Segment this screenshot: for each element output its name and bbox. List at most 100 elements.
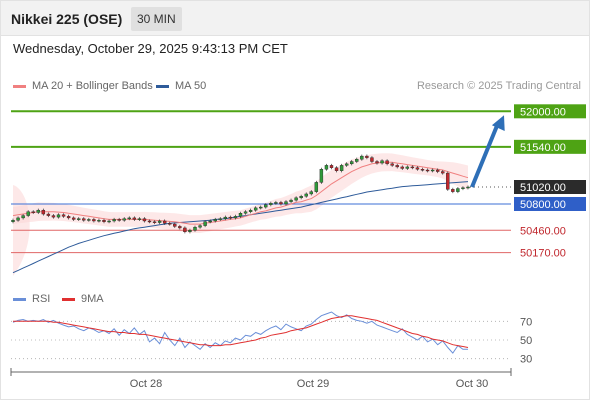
candle-body [425, 169, 430, 172]
candle-body [107, 220, 111, 223]
candle-body [319, 169, 324, 183]
candle [11, 218, 15, 224]
level-label: 50170.00 [520, 248, 566, 260]
candle-body [213, 219, 217, 222]
candle [274, 200, 278, 205]
ma20-swatch [13, 84, 26, 88]
candle [248, 208, 253, 214]
candle-body [350, 161, 354, 165]
candle-body [284, 201, 288, 205]
level-label-bg [514, 139, 586, 154]
candle [21, 214, 25, 220]
legend-rsi: RSI [13, 293, 50, 305]
research-credit: Research © 2025 Trading Central [416, 80, 581, 92]
candle-body [243, 211, 248, 214]
rsi-tick-label: 70 [520, 316, 532, 328]
candle-body [380, 160, 384, 164]
ma50-swatch [156, 84, 169, 88]
candle-body [218, 218, 222, 220]
candle-body [339, 165, 344, 171]
candle [400, 165, 404, 171]
candle-body [168, 223, 172, 225]
candle [390, 162, 394, 167]
candle [259, 205, 263, 210]
candle [309, 190, 313, 196]
candle-body [223, 216, 228, 219]
candle-body [51, 215, 56, 218]
candle-body [87, 219, 91, 221]
candle-body [41, 209, 46, 215]
candle [137, 217, 142, 221]
candle-body [92, 219, 96, 222]
candle [269, 201, 273, 207]
candle [238, 211, 243, 218]
timeframe-badge[interactable]: 30 MIN [131, 7, 182, 31]
candle [284, 200, 288, 206]
candle-body [228, 216, 233, 219]
candle [329, 163, 334, 170]
legend-ma50: MA 50 [156, 80, 206, 92]
candle [299, 194, 303, 200]
candle [198, 224, 202, 229]
legend-rsi-ma: 9MA [62, 293, 104, 305]
candle [183, 226, 187, 234]
candle [188, 228, 192, 234]
rsi-line [12, 311, 468, 354]
candle [112, 217, 116, 223]
candle [415, 166, 420, 171]
candle-body [152, 221, 157, 223]
candle-body [117, 219, 121, 221]
candle [193, 225, 197, 232]
candle-body [66, 216, 71, 219]
candle-body [203, 221, 207, 226]
candle-body [238, 213, 243, 217]
candle-body [112, 219, 116, 222]
candle [178, 224, 182, 230]
candle [31, 210, 35, 215]
candle-body [193, 226, 197, 231]
candle-body [446, 172, 450, 190]
candle [319, 167, 324, 184]
candle-body [188, 230, 192, 232]
x-tick-label: Oct 29 [297, 378, 329, 390]
candle-body [294, 197, 298, 201]
candle [420, 167, 425, 172]
candle-body [410, 166, 415, 169]
candle-body [264, 204, 268, 208]
legend-ma20: MA 20 + Bollinger Bands [13, 80, 153, 92]
candle [441, 170, 445, 175]
candle-body [61, 214, 66, 217]
candle-body [365, 155, 369, 158]
candle-body [289, 199, 293, 202]
candle [208, 219, 212, 224]
chart-header: Nikkei 225 (OSE) 30 MIN [1, 1, 589, 36]
candle-body [178, 226, 182, 229]
candle [365, 154, 369, 160]
rsi-tick-label: 50 [520, 335, 532, 347]
candle [142, 217, 147, 223]
candle-body [375, 161, 379, 164]
candle-body [173, 223, 177, 227]
candle [294, 196, 298, 202]
candle-body [127, 217, 131, 220]
candle-body [279, 202, 283, 205]
candle [253, 206, 258, 212]
x-tick-label: Oct 28 [130, 378, 162, 390]
candle [324, 163, 329, 171]
candle-body [466, 186, 470, 189]
ma50-label: MA 50 [175, 80, 207, 92]
candle [51, 214, 56, 219]
candle-body [97, 220, 101, 222]
candle-body [461, 187, 465, 189]
candle-body [309, 191, 313, 195]
ma50-line [12, 181, 469, 274]
candle [334, 166, 339, 173]
candle-body [400, 166, 404, 169]
candle-body [344, 163, 349, 166]
candle [456, 187, 460, 194]
rsi-ma-line [13, 315, 469, 348]
candle [435, 168, 440, 174]
candle [350, 159, 354, 166]
candle-body [370, 157, 374, 162]
candle-body [147, 220, 152, 223]
